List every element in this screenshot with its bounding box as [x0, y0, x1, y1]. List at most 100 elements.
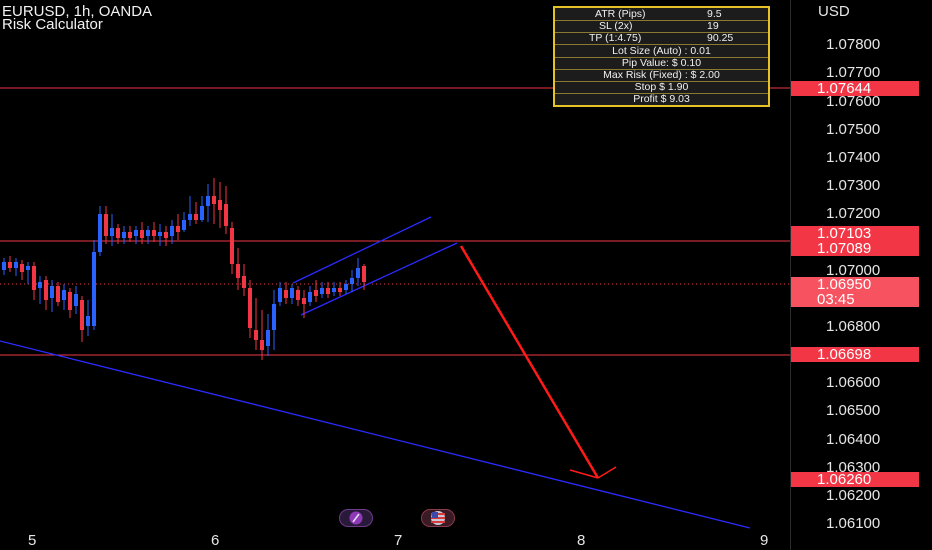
candle-body — [320, 288, 324, 294]
price-tag-current[interactable]: 1.06950 — [791, 277, 919, 292]
candle-body — [110, 228, 114, 236]
candle-body — [176, 226, 180, 232]
calc-row-profit: Profit $ 9.03 — [555, 93, 768, 105]
candle-body — [224, 204, 228, 226]
candle-body — [212, 196, 216, 204]
candle-body — [164, 232, 168, 238]
candle-body — [230, 228, 234, 264]
price-tick: 1.07400 — [826, 149, 881, 166]
candle-body — [194, 214, 198, 220]
price-tick: 1.06400 — [826, 431, 881, 448]
calc-row-pip-value: Pip Value: $ 0.10 — [555, 57, 768, 70]
candle-body — [38, 282, 42, 288]
candle-body — [170, 226, 174, 236]
candle-body — [86, 316, 90, 326]
price-tag-level-1[interactable]: 1.07644 — [791, 81, 919, 96]
calc-value: 9.5 — [707, 8, 722, 20]
price-chart[interactable] — [0, 0, 790, 530]
candle-body — [32, 266, 36, 290]
lightning-icon — [349, 511, 363, 525]
price-tick: 1.07600 — [826, 93, 881, 110]
calc-row-lot-size: Lot Size (Auto) : 0.01 — [555, 45, 768, 58]
price-axis[interactable] — [790, 0, 932, 550]
price-tick: 1.07500 — [826, 121, 881, 138]
price-tick: 1.07800 — [826, 36, 881, 53]
calc-profit: Profit $ 9.03 — [633, 93, 690, 106]
symbol-title[interactable]: EURUSD, 1h, OANDA — [2, 3, 153, 20]
candle-body — [68, 292, 72, 310]
candle-body — [338, 288, 342, 292]
time-label: 8 — [577, 532, 586, 549]
price-tag-level-2[interactable]: 1.07103 — [791, 226, 919, 241]
calc-lot-size: Lot Size (Auto) : 0.01 — [612, 44, 711, 57]
indicator-title[interactable]: Risk Calculator — [2, 16, 103, 33]
risk-calculator-table: ATR (Pips) 9.5 SL (2x) 19 TP (1:4.75) 90… — [553, 6, 770, 107]
price-tick: 1.06200 — [826, 487, 881, 504]
candle-body — [200, 206, 204, 220]
candle-body — [308, 292, 312, 302]
candle-body — [14, 262, 18, 268]
candle-body — [344, 284, 348, 290]
candle-body — [290, 288, 294, 298]
price-tick: 1.07300 — [826, 177, 881, 194]
time-label: 9 — [760, 532, 769, 549]
candle-body — [116, 228, 120, 238]
candles-group — [2, 178, 366, 360]
time-label: 6 — [211, 532, 220, 549]
candle-body — [326, 288, 330, 294]
candle-body — [314, 290, 318, 296]
candle-body — [62, 290, 66, 300]
candle-body — [236, 264, 240, 278]
price-tick: 1.06100 — [826, 515, 881, 532]
price-tag-level-3[interactable]: 1.07089 — [791, 241, 919, 256]
candle-body — [158, 232, 162, 236]
event-pill-us[interactable] — [421, 509, 455, 527]
projection-arrow[interactable] — [459, 245, 617, 479]
event-pill-lightning[interactable] — [339, 509, 373, 527]
price-tick: 1.06300 — [826, 459, 881, 476]
candle-body — [188, 214, 192, 220]
candle-body — [8, 262, 12, 268]
calc-stop: Stop $ 1.90 — [634, 81, 689, 94]
calc-key: ATR (Pips) — [595, 8, 646, 20]
candle-body — [182, 220, 186, 230]
candle-body — [74, 294, 78, 306]
channel-lower-line[interactable] — [300, 242, 458, 316]
candle-body — [98, 214, 102, 252]
price-tag-level-4[interactable]: 1.06698 — [791, 347, 919, 362]
calc-row-tp: TP (1:4.75) 90.25 — [555, 32, 768, 46]
candle-body — [302, 298, 306, 304]
price-tick: 1.06800 — [826, 318, 881, 335]
candle-body — [254, 330, 258, 340]
candle-body — [44, 280, 48, 300]
calc-value: 19 — [707, 20, 719, 33]
candle-body — [272, 304, 276, 330]
candle-body — [56, 286, 60, 302]
price-tick: 1.06500 — [826, 402, 881, 419]
candle-body — [350, 278, 354, 284]
candle-body — [362, 266, 366, 282]
candle-body — [248, 288, 252, 328]
candle-body — [20, 264, 24, 272]
candle-body — [296, 290, 300, 300]
price-tag-level-5[interactable]: 1.06260 — [791, 472, 919, 487]
trend-line-lower[interactable] — [0, 340, 751, 529]
price-tick: 1.07000 — [826, 262, 881, 279]
candle-body — [278, 288, 282, 302]
candle-body — [260, 340, 264, 350]
candle-body — [332, 288, 336, 292]
candle-body — [140, 230, 144, 238]
price-axis-currency[interactable]: USD — [818, 3, 850, 20]
channel-upper-line[interactable] — [292, 216, 432, 284]
calc-row-max-risk: Max Risk (Fixed) : $ 2.00 — [555, 69, 768, 82]
calc-row-sl: SL (2x) 19 — [555, 20, 768, 34]
candle-body — [146, 230, 150, 236]
candle-body — [80, 300, 84, 330]
candle-body — [218, 200, 222, 210]
calc-value: 90.25 — [707, 32, 734, 45]
candle-body — [26, 266, 30, 270]
candle-body — [134, 230, 138, 236]
candle-body — [2, 262, 6, 270]
candle-body — [50, 286, 54, 298]
